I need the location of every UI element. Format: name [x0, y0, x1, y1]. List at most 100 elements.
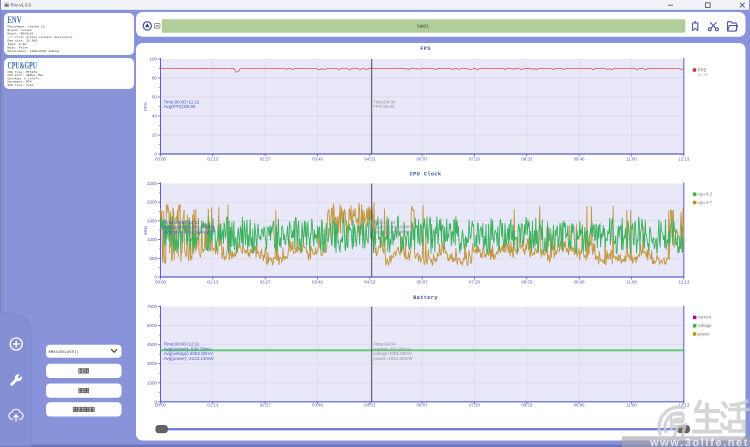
svg-text:Avg(cpu4-7):1050.46MHz: Avg(cpu4-7):1050.46MHz: [164, 229, 216, 234]
svg-text:current: current: [698, 315, 712, 320]
svg-text:<!> error please contact devel: <!> error please contact developers: [8, 35, 73, 39]
svg-text:12:13: 12:13: [678, 403, 690, 408]
svg-text:11:00: 11:00: [626, 403, 637, 408]
svg-text:07:20: 07:20: [469, 403, 481, 408]
svg-text:Time:04:34: Time:04:34: [373, 99, 396, 104]
svg-text:cpu4-7:996.80MHz: cpu4-7:996.80MHz: [373, 229, 412, 234]
svg-text:cpu 0-3: cpu 0-3: [698, 192, 713, 197]
svg-text:PhoneName: realme 15: PhoneName: realme 15: [8, 25, 45, 29]
svg-text:00:00: 00:00: [155, 280, 167, 285]
svg-text:00:00: 00:00: [155, 157, 167, 162]
svg-text:current:-461.00mA: current:-461.00mA: [373, 346, 410, 351]
svg-text:cpu0-3:1305.60MHz: cpu0-3:1305.60MHz: [373, 225, 414, 230]
svg-text:00:00: 00:00: [155, 403, 167, 408]
svg-text:Time:04:34: Time:04:34: [373, 220, 396, 225]
svg-text:RAr-v1.0.0: RAr-v1.0.0: [11, 3, 32, 8]
svg-text:CPU Clock: CPU Clock: [410, 172, 442, 178]
svg-text:02:27: 02:27: [260, 403, 272, 408]
svg-text:09:46: 09:46: [574, 157, 586, 162]
svg-text:Time:00:00~12:11: Time:00:00~12:11: [164, 99, 200, 104]
svg-text:Time:04:34: Time:04:34: [373, 342, 396, 347]
svg-text:7500: 7500: [147, 304, 158, 309]
svg-text:03:40: 03:40: [312, 403, 324, 408]
svg-text:02:27: 02:27: [260, 157, 272, 162]
svg-text:3000: 3000: [147, 361, 158, 366]
svg-text:01:13: 01:13: [207, 403, 219, 408]
svg-text:CPU Arch: ARMv8_75a: CPU Arch: ARMv8_75a: [8, 73, 43, 77]
svg-text:09:46: 09:46: [574, 403, 586, 408]
svg-text:FPS: FPS: [420, 46, 431, 52]
svg-text:Time:00:00~12:11: Time:00:00~12:11: [164, 342, 200, 347]
svg-text:20: 20: [152, 133, 158, 138]
svg-text:07:20: 07:20: [469, 280, 481, 285]
svg-text:04:53: 04:53: [364, 403, 376, 408]
svg-text:03:40: 03:40: [312, 157, 324, 162]
svg-text:FPS: FPS: [698, 67, 706, 72]
svg-text:06:07: 06:07: [417, 157, 429, 162]
svg-text:GPU Type: none: GPU Type: none: [8, 83, 34, 87]
svg-text:1500: 1500: [147, 380, 158, 385]
svg-text:4500: 4500: [147, 342, 158, 347]
svg-text:0: 0: [154, 152, 157, 157]
svg-text:40: 40: [152, 114, 158, 119]
svg-text:89.90: 89.90: [698, 72, 709, 77]
svg-text:Ram size: 15.96G: Ram size: 15.96G: [8, 38, 38, 42]
svg-text:60: 60: [152, 95, 158, 100]
svg-text:CPU&GPU: CPU&GPU: [8, 60, 38, 70]
svg-text:01:13: 01:13: [207, 280, 219, 285]
svg-text:Imgs: 6.9G: Imgs: 6.9G: [8, 42, 27, 46]
svg-text:Brand: realme: Brand: realme: [8, 28, 32, 32]
svg-text:07:20: 07:20: [469, 157, 481, 162]
svg-text:11:00: 11:00: [626, 280, 637, 285]
svg-text:03:40: 03:40: [312, 280, 324, 285]
svg-text:650: 650: [149, 256, 157, 261]
svg-text:Avg(power):-2123.13mW: Avg(power):-2123.13mW: [164, 356, 215, 361]
svg-text:1950: 1950: [147, 218, 158, 223]
svg-text:MHz: MHz: [143, 226, 148, 235]
svg-text:voltage: voltage: [698, 323, 712, 328]
svg-text:04:53: 04:53: [364, 280, 376, 285]
svg-text:2600: 2600: [147, 200, 158, 205]
svg-text:0: 0: [154, 399, 157, 404]
svg-text:Model: RMX5101: Model: RMX5101: [8, 32, 34, 36]
svg-text:0: 0: [154, 275, 157, 280]
svg-text:Battery: Battery: [413, 295, 438, 301]
svg-text:Avg(current):-530.79mA: Avg(current):-530.79mA: [164, 346, 212, 351]
svg-text:08:33: 08:33: [521, 403, 533, 408]
svg-text:label1: label1: [417, 24, 429, 29]
svg-text:01:13: 01:13: [207, 157, 219, 162]
svg-text:Resolution: 1080x2392 480dpi: Resolution: 1080x2392 480dpi: [8, 49, 60, 53]
svg-text:Avg(voltage):4055.00mV: Avg(voltage):4055.00mV: [164, 351, 213, 356]
svg-text:voltage:4055.00mV: voltage:4055.00mV: [373, 351, 412, 356]
svg-text:08:33: 08:33: [521, 280, 533, 285]
svg-text:6000: 6000: [147, 323, 158, 328]
svg-text:ENV: ENV: [8, 15, 22, 25]
svg-text:cpu 4-7: cpu 4-7: [698, 200, 713, 205]
svg-text:3250: 3250: [147, 181, 158, 186]
svg-text:1300: 1300: [147, 237, 158, 242]
svg-text:100: 100: [149, 57, 157, 62]
svg-text:www.3olife.net: www.3olife.net: [649, 437, 749, 447]
svg-text:Root: False: Root: False: [8, 45, 29, 49]
svg-text:Avg(FPS):89.90: Avg(FPS):89.90: [164, 104, 196, 109]
svg-text:02:27: 02:27: [260, 280, 272, 285]
svg-text:06:07: 06:07: [417, 403, 429, 408]
svg-text:80: 80: [152, 76, 158, 81]
svg-text:Avg(cpu0-3):1387.70MHz: Avg(cpu0-3):1387.70MHz: [164, 225, 216, 230]
svg-text:FPS: FPS: [143, 102, 148, 111]
svg-text:Time:00:00~12:11: Time:00:00~12:11: [164, 220, 200, 225]
svg-text:12:13: 12:13: [678, 280, 690, 285]
svg-text:CPU Type: MT6878: CPU Type: MT6878: [8, 70, 38, 74]
svg-text:11:00: 11:00: [626, 157, 637, 162]
svg-text:FPS:90.00: FPS:90.00: [373, 104, 395, 109]
svg-text:08:33: 08:33: [521, 157, 533, 162]
svg-text:RMX5105(WIFI): RMX5105(WIFI): [49, 350, 79, 355]
svg-text:power:-1944.00mW: power:-1944.00mW: [373, 356, 413, 361]
svg-text:Hardware: MTK: Hardware: MTK: [8, 80, 32, 84]
svg-text:power: power: [698, 331, 710, 336]
svg-text:12:13: 12:13: [678, 157, 690, 162]
svg-text:CoreNum: 8 (x?m?): CoreNum: 8 (x?m?): [8, 76, 40, 80]
svg-text:06:07: 06:07: [417, 280, 429, 285]
svg-text:09:46: 09:46: [574, 280, 586, 285]
svg-text:04:53: 04:53: [364, 157, 376, 162]
